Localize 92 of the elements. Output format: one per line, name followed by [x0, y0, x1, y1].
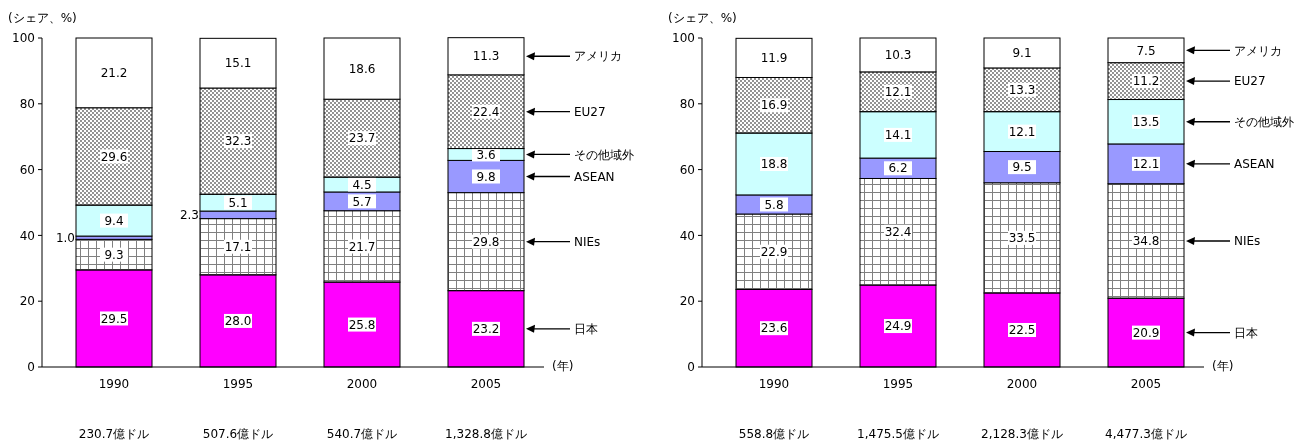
data-label: 9.1 [1012, 46, 1032, 61]
data-label: 7.5 [1136, 43, 1156, 58]
data-label: 21.2 [100, 66, 128, 81]
text: 1,328.8億ドル [445, 427, 527, 441]
data-label: 1.0 [55, 230, 75, 245]
x-tick-label: 1990 [98, 377, 130, 391]
y-tick-label: 60 [19, 162, 35, 177]
text: ASEAN [1234, 157, 1275, 172]
x-tick-label: 2000 [1006, 377, 1038, 391]
text: 230.7億ドル [78, 427, 150, 441]
data-label: 9.8 [476, 169, 496, 184]
data-label: 11.9 [760, 51, 788, 66]
data-label: 29.6 [100, 149, 128, 164]
data-label: 15.1 [224, 56, 252, 71]
data-label: 14.1 [884, 128, 912, 143]
x-tick-label: 2005 [470, 377, 502, 391]
text: 558.8億ドル [738, 427, 810, 441]
data-label: 23.7 [348, 131, 376, 146]
data-label: 22.4 [472, 104, 500, 119]
data-label: 5.7 [352, 194, 372, 209]
y-tick-label: 60 [679, 162, 695, 177]
data-label: 21.7 [348, 239, 376, 254]
text: アメリカ [1234, 43, 1282, 58]
data-label: 2.3 [179, 208, 199, 223]
y-axis-title: (シェア、%) [668, 11, 737, 25]
data-label: 6.2 [888, 161, 908, 176]
data-label: 12.1 [1008, 124, 1036, 139]
data-label: 20.9 [1132, 325, 1160, 340]
data-label: 18.6 [348, 61, 376, 76]
data-label: 23.2 [472, 322, 500, 337]
data-label: 22.5 [1008, 323, 1036, 338]
x-tick-label: 2005 [1130, 377, 1162, 391]
data-label: 9.5 [1012, 160, 1032, 175]
data-label: 10.3 [884, 48, 912, 63]
text: NIEs [574, 234, 601, 249]
x-tick-label: 1995 [222, 377, 254, 391]
data-label: 17.1 [224, 239, 252, 254]
data-label: 33.5 [1008, 231, 1036, 246]
text: 日本 [1234, 325, 1258, 340]
y-tick-label: 20 [679, 294, 695, 309]
data-label: 22.9 [760, 244, 788, 259]
y-tick-label: 100 [12, 31, 35, 46]
data-label: 28.0 [224, 314, 252, 329]
y-tick-label: 0 [27, 360, 35, 375]
data-label: 29.5 [100, 311, 128, 326]
data-label: 13.3 [1008, 83, 1036, 98]
data-label: 5.1 [228, 195, 248, 210]
text: 540.7億ドル [326, 427, 398, 441]
data-label: 12.1 [1132, 157, 1160, 172]
data-label: 9.4 [104, 213, 124, 228]
y-tick-label: 20 [19, 294, 35, 309]
data-label: 9.3 [104, 247, 124, 262]
text: 507.6億ドル [202, 427, 274, 441]
text: EU27 [1234, 74, 1266, 89]
text: NIEs [1234, 234, 1261, 249]
text: ASEAN [574, 169, 615, 184]
text: 4,477.3億ドル [1105, 427, 1187, 441]
x-axis-title: (年) [1212, 359, 1234, 373]
data-label: 12.1 [884, 84, 912, 99]
y-tick-label: 80 [19, 97, 35, 111]
y-tick-label: 100 [672, 31, 695, 46]
data-label: 32.4 [884, 224, 912, 239]
text: アメリカ [574, 49, 622, 64]
data-label: 13.5 [1132, 114, 1160, 129]
y-axis-title: (シェア、%) [8, 11, 77, 25]
text: 2,128.3億ドル [981, 427, 1063, 441]
x-tick-label: 2000 [346, 377, 378, 391]
x-tick-label: 1990 [758, 377, 790, 391]
data-label: 11.3 [472, 49, 500, 64]
data-label: 32.3 [224, 134, 252, 149]
data-label: 34.8 [1132, 234, 1160, 249]
x-tick-label: 1995 [882, 377, 914, 391]
text: 日本 [574, 322, 598, 337]
text: その他域外 [574, 147, 634, 162]
data-label: 18.8 [760, 157, 788, 172]
y-tick-label: 40 [19, 228, 35, 243]
y-tick-label: 40 [679, 228, 695, 243]
data-label: 11.2 [1132, 74, 1160, 89]
data-label: 24.9 [884, 319, 912, 334]
data-label: 29.8 [472, 234, 500, 249]
data-label: 5.8 [764, 197, 784, 212]
text: EU27 [574, 104, 606, 119]
x-axis-title: (年) [552, 359, 574, 373]
y-tick-label: 0 [687, 360, 695, 375]
data-label: 23.6 [760, 321, 788, 336]
data-label: 25.8 [348, 317, 376, 332]
data-label: 3.6 [476, 147, 496, 162]
data-label: 4.5 [352, 177, 372, 192]
text: その他域外 [1234, 114, 1294, 129]
y-tick-label: 80 [679, 97, 695, 111]
text: 1,475.5億ドル [857, 427, 939, 441]
data-label: 16.9 [760, 98, 788, 113]
